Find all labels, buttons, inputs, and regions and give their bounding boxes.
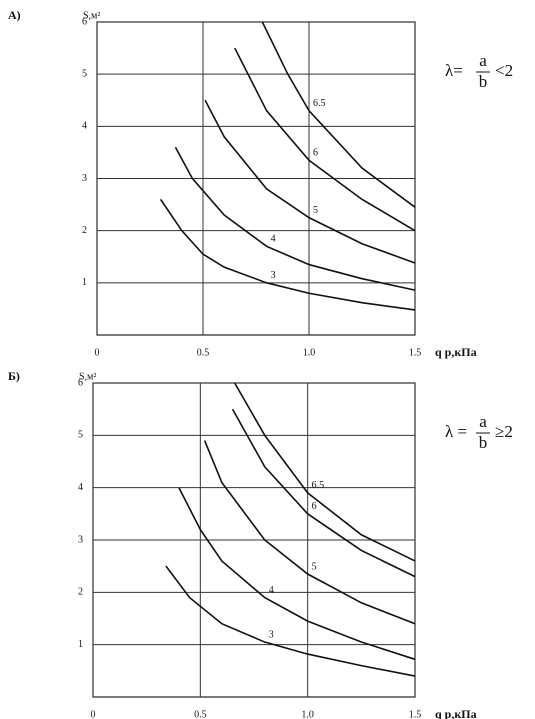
curve-label: 6 — [312, 501, 317, 512]
panel-label: Б) — [8, 369, 20, 383]
y-tick-label: 3 — [82, 173, 87, 184]
y-tick-label: 6 — [82, 16, 87, 27]
curve — [261, 21, 416, 208]
curve — [204, 99, 416, 264]
y-tick-label: 2 — [78, 587, 83, 598]
curve-label: 3 — [269, 629, 274, 640]
x-tick-label: 0.5 — [194, 709, 207, 719]
formula-num: a — [479, 412, 487, 431]
x-tick-label: 1.0 — [301, 709, 314, 719]
x-axis-label: q р,кПа — [435, 707, 477, 719]
formula-num: a — [479, 51, 487, 70]
curve — [234, 47, 416, 232]
y-tick-label: 5 — [82, 68, 87, 79]
formula-rel: ≥2 — [495, 422, 513, 441]
formula-den: b — [479, 433, 488, 452]
curve-label: 3 — [271, 270, 276, 281]
curve — [178, 487, 416, 661]
x-tick-label: 0 — [95, 347, 100, 358]
curve-label: 6.5 — [312, 480, 325, 491]
y-tick-label: 3 — [78, 534, 83, 545]
curve-label: 4 — [269, 585, 274, 596]
y-tick-label: 1 — [78, 639, 83, 650]
curve — [231, 408, 416, 578]
x-tick-label: 1.0 — [303, 347, 316, 358]
y-tick-label: 4 — [78, 482, 83, 493]
y-axis-label: S,м² — [83, 10, 100, 21]
curve-label: 6 — [313, 148, 318, 159]
curve — [159, 198, 416, 311]
y-tick-label: 5 — [78, 430, 83, 441]
curve — [203, 440, 416, 625]
y-tick-label: 6 — [78, 377, 83, 388]
formula-lhs: λ = — [445, 422, 467, 441]
x-axis-label: q р,кПа — [435, 345, 477, 359]
curve — [233, 382, 416, 562]
y-axis-label: S,м² — [79, 371, 96, 382]
curve-label: 5 — [313, 205, 318, 216]
y-tick-label: 2 — [82, 225, 87, 236]
curve-label: 5 — [312, 561, 317, 572]
curve-label: 6.5 — [313, 98, 326, 109]
formula-rel: <2 — [495, 61, 513, 80]
formula-lhs: λ= — [445, 61, 463, 80]
y-tick-label: 4 — [82, 121, 87, 132]
formula-den: b — [479, 72, 488, 91]
panel-label: А) — [8, 8, 21, 22]
x-tick-label: 1.5 — [409, 709, 422, 719]
curve — [174, 146, 416, 291]
x-tick-label: 0.5 — [197, 347, 210, 358]
x-tick-label: 0 — [91, 709, 96, 719]
x-tick-label: 1.5 — [409, 347, 422, 358]
curve — [165, 565, 416, 677]
y-tick-label: 1 — [82, 277, 87, 288]
curve-label: 4 — [271, 234, 276, 245]
